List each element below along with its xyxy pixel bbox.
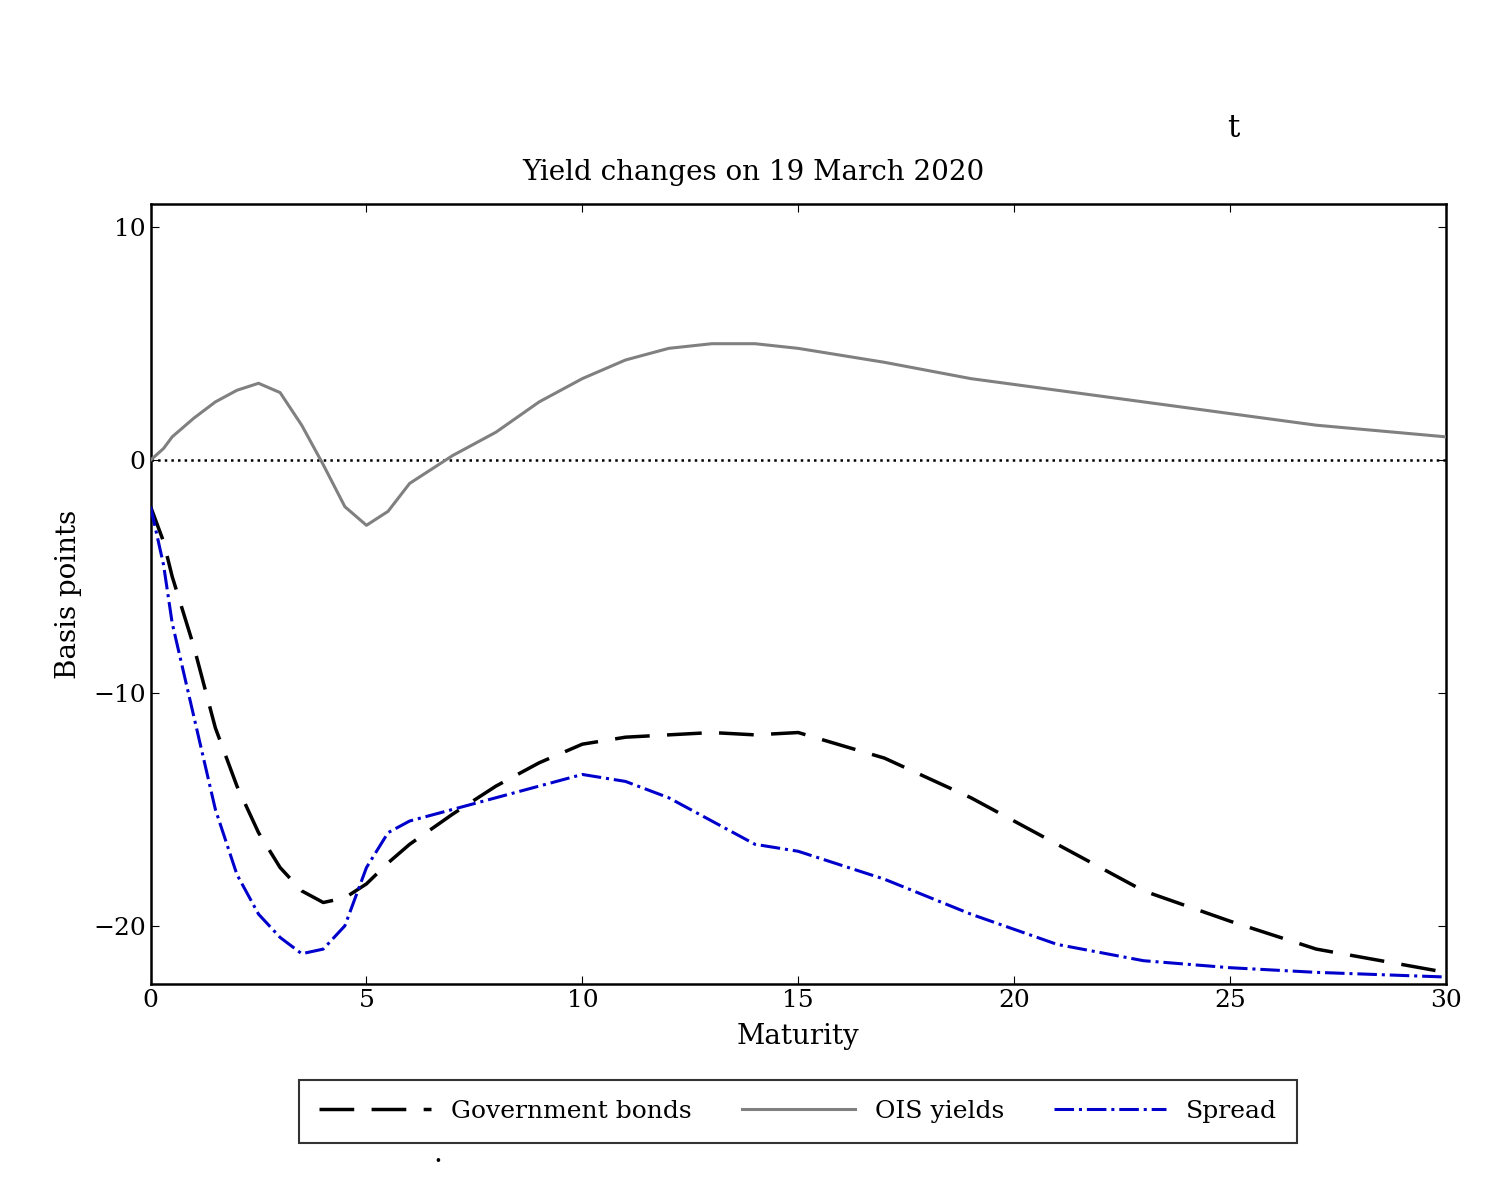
X-axis label: Maturity: Maturity — [736, 1022, 860, 1050]
Text: t: t — [1227, 113, 1239, 144]
Legend: Government bonds, OIS yields, Spread: Government bonds, OIS yields, Spread — [300, 1080, 1297, 1144]
Text: .: . — [434, 1141, 443, 1168]
Y-axis label: Basis points: Basis points — [54, 509, 81, 679]
Text: Yield changes on 19 March 2020: Yield changes on 19 March 2020 — [523, 158, 983, 186]
